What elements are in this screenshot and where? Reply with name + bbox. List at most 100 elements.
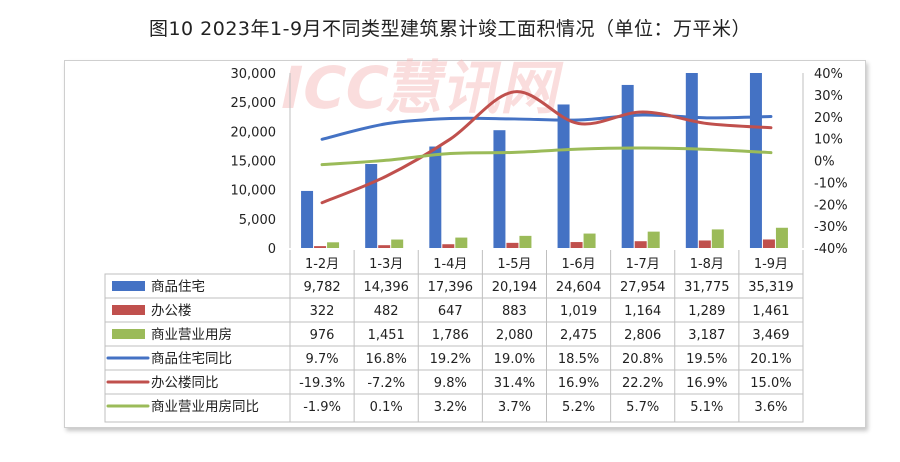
right-tick-label: 0%	[814, 155, 835, 170]
legend-label: 办公楼	[151, 303, 192, 319]
data-label: -1.9%	[303, 400, 341, 415]
bar	[493, 130, 506, 248]
data-label: 22.2%	[622, 376, 663, 391]
series-line	[320, 90, 773, 205]
data-label: 35,319	[748, 280, 794, 295]
data-label: 9.7%	[306, 352, 339, 367]
bar	[698, 240, 711, 248]
bar	[455, 237, 468, 248]
legend-key	[112, 305, 145, 315]
data-label: 976	[310, 328, 335, 343]
left-tick-label: 5,000	[239, 213, 276, 228]
bar	[557, 104, 570, 248]
data-label: 2,475	[560, 328, 597, 343]
data-label: 19.0%	[494, 352, 535, 367]
data-label: 883	[502, 304, 527, 319]
data-label: 31.4%	[494, 376, 535, 391]
series-line	[320, 146, 773, 167]
data-label: 1,786	[432, 328, 469, 343]
category-label: 1-4月	[433, 257, 467, 272]
data-label: 3.6%	[754, 400, 787, 415]
data-label: 17,396	[428, 280, 474, 295]
chart-title: 图10 2023年1-9月不同类型建筑累计竣工面积情况（单位：万平米）	[148, 18, 752, 40]
right-tick-label: 10%	[814, 133, 843, 148]
left-tick-label: 30,000	[231, 67, 277, 82]
data-label: 3,187	[688, 328, 725, 343]
left-tick-label: 20,000	[231, 125, 277, 140]
bar	[762, 239, 775, 248]
data-label: 20.8%	[622, 352, 663, 367]
data-label: 1,451	[368, 328, 405, 343]
data-label: 15.0%	[750, 376, 791, 391]
left-tick-label: 25,000	[231, 96, 277, 111]
legend-key	[112, 281, 145, 291]
left-tick-label: 15,000	[231, 155, 277, 170]
category-label: 1-5月	[497, 257, 531, 272]
category-label: 1-6月	[561, 257, 595, 272]
bar	[506, 242, 519, 248]
right-tick-label: -20%	[814, 198, 848, 213]
bar	[647, 231, 660, 248]
data-label: 5.7%	[626, 400, 659, 415]
bar	[749, 73, 762, 248]
data-label: 5.1%	[690, 400, 723, 415]
data-label: 20,194	[492, 280, 538, 295]
series-line	[320, 113, 773, 141]
bar	[685, 73, 698, 248]
watermark: ICC慧讯网	[274, 55, 569, 122]
bar	[429, 146, 442, 248]
right-tick-label: 30%	[814, 89, 843, 104]
bar	[442, 244, 455, 248]
data-label: 19.5%	[686, 352, 727, 367]
legend-label: 商品住宅	[151, 279, 205, 295]
left-tick-label: 0	[268, 242, 276, 257]
bar	[570, 242, 583, 248]
data-label: 20.1%	[750, 352, 791, 367]
bar	[711, 229, 724, 248]
data-label: 16.8%	[366, 352, 407, 367]
data-label: 24,604	[556, 280, 602, 295]
data-label: 16.9%	[558, 376, 599, 391]
category-label: 1-2月	[305, 257, 339, 272]
legend-label: 商品住宅同比	[151, 351, 232, 367]
data-label: 31,775	[684, 280, 730, 295]
data-label: 647	[438, 304, 463, 319]
data-label: 9.8%	[434, 376, 467, 391]
category-label: 1-8月	[690, 257, 724, 272]
bar	[327, 242, 340, 248]
bar	[314, 246, 327, 248]
right-tick-label: -10%	[814, 176, 848, 191]
bar	[621, 84, 634, 248]
right-tick-label: -30%	[814, 220, 848, 235]
data-label: 1,461	[752, 304, 789, 319]
data-label: 3,469	[752, 328, 789, 343]
data-label: 9,782	[303, 280, 340, 295]
bar	[391, 239, 404, 248]
data-label: 18.5%	[558, 352, 599, 367]
right-tick-label: 40%	[814, 67, 843, 82]
bar	[519, 235, 532, 248]
data-label: 482	[374, 304, 399, 319]
data-label: 1,019	[560, 304, 597, 319]
data-label: 0.1%	[370, 400, 403, 415]
category-label: 1-9月	[754, 257, 788, 272]
category-label: 1-3月	[369, 257, 403, 272]
data-label: 5.2%	[562, 400, 595, 415]
right-tick-label: 20%	[814, 111, 843, 126]
data-label: 19.2%	[430, 352, 471, 367]
data-label: 16.9%	[686, 376, 727, 391]
bar	[365, 164, 378, 248]
legend-label: 商业营业用房同比	[151, 399, 259, 415]
bar	[583, 233, 596, 248]
data-label: 322	[310, 304, 335, 319]
bar	[775, 227, 788, 248]
data-label: 2,806	[624, 328, 661, 343]
data-label: 3.2%	[434, 400, 467, 415]
data-label: -19.3%	[299, 376, 345, 391]
left-tick-label: 10,000	[231, 184, 277, 199]
bar	[301, 190, 314, 248]
legend-label: 商业营业用房	[151, 327, 232, 343]
data-label: 1,164	[624, 304, 661, 319]
data-label: 2,080	[496, 328, 533, 343]
